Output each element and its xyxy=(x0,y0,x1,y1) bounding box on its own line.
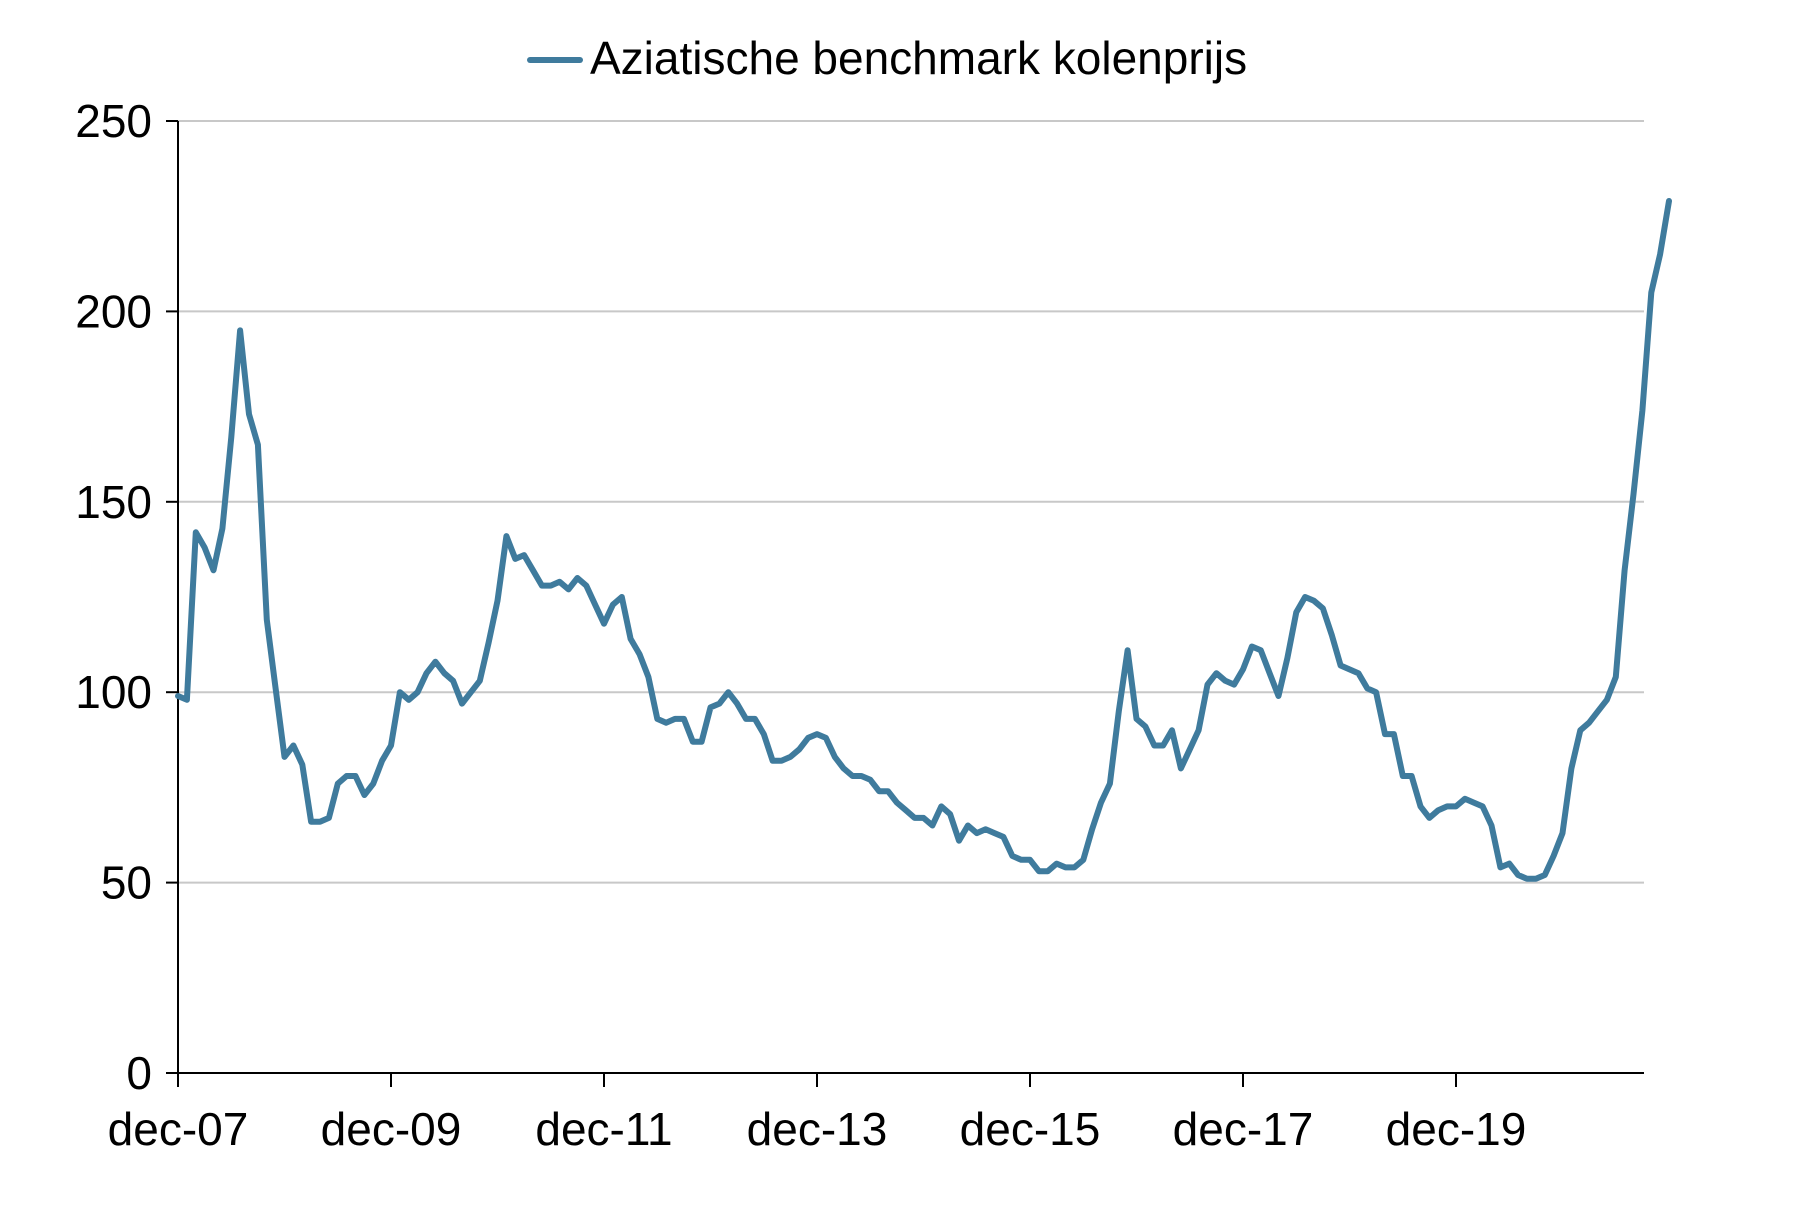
x-tick-label: dec-09 xyxy=(321,1103,462,1155)
x-tick-label: dec-11 xyxy=(535,1103,672,1155)
x-tick-label: dec-13 xyxy=(747,1103,888,1155)
y-tick-label: 200 xyxy=(75,285,152,337)
legend: Aziatische benchmark kolenprijs xyxy=(527,32,1247,84)
legend-label: Aziatische benchmark kolenprijs xyxy=(590,32,1247,84)
series-layer xyxy=(175,198,1672,882)
y-tick-label: 0 xyxy=(126,1047,152,1099)
x-tick-label: dec-15 xyxy=(960,1103,1101,1155)
axes xyxy=(166,120,1644,1087)
x-tick-label: dec-19 xyxy=(1386,1103,1527,1155)
series-line xyxy=(175,198,1672,882)
y-tick-label: 150 xyxy=(75,476,152,528)
y-tick-label: 250 xyxy=(75,95,152,147)
y-tick-label: 50 xyxy=(101,857,152,909)
x-tick-label: dec-17 xyxy=(1173,1103,1314,1155)
x-tick-label: dec-07 xyxy=(108,1103,249,1155)
tick-labels: 0 50 100 150 200 250 dec-07 dec-09 dec-11 dec-13 d… xyxy=(75,95,1526,1155)
y-tick-label: 100 xyxy=(75,666,152,718)
gridlines xyxy=(178,120,1644,884)
